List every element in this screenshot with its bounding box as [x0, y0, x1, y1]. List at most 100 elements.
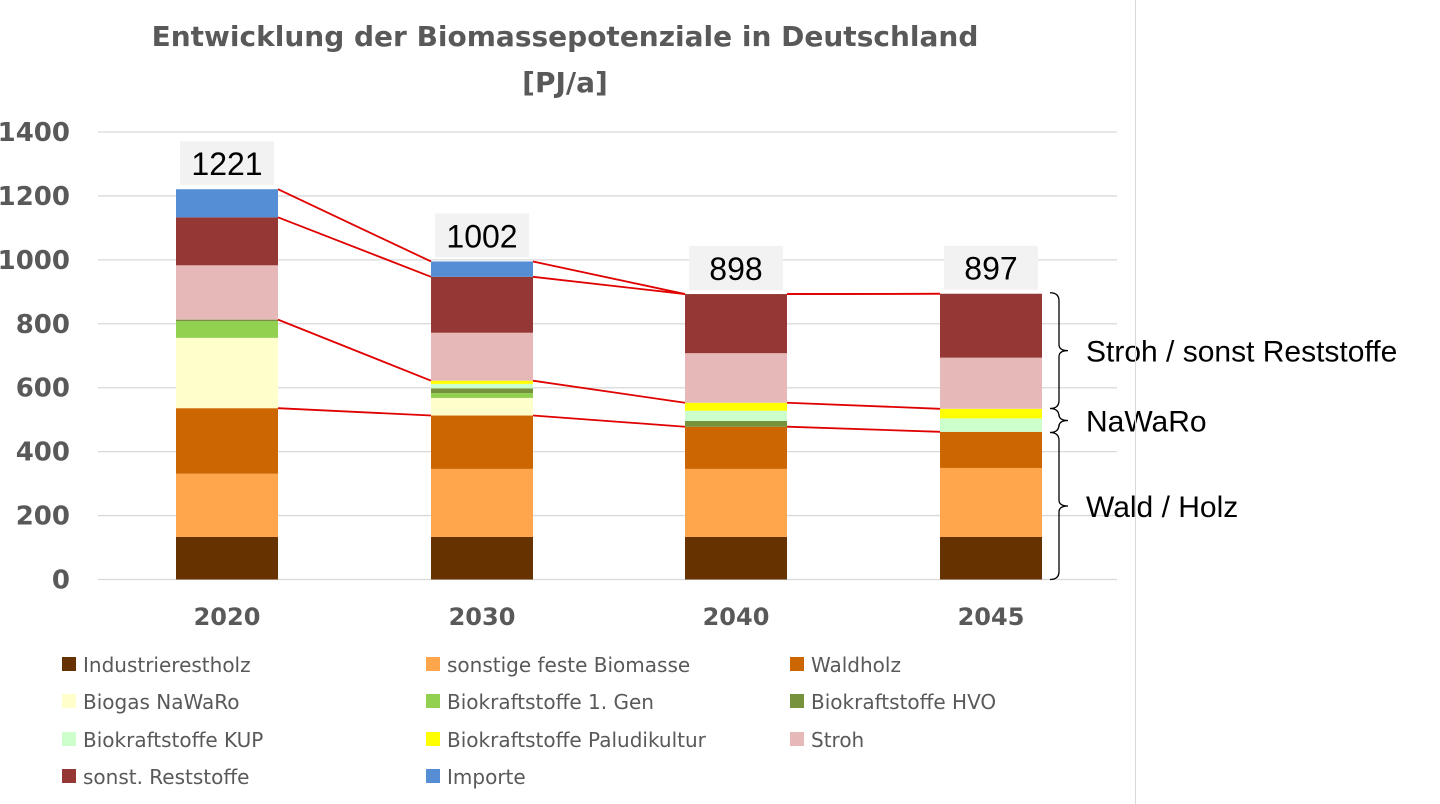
- connector-line: [532, 379, 686, 404]
- bar-segment: [940, 357, 1042, 409]
- bar-segment: [685, 294, 787, 354]
- bar-segment: [431, 332, 533, 381]
- y-axis-tick-labels: 0 200 400 600 800 1000 1200 1400: [0, 118, 70, 596]
- y-tick-label: 800: [16, 310, 70, 340]
- panel-divider: [1135, 0, 1136, 804]
- bar-segment: [431, 388, 533, 394]
- legend-label: Stroh: [811, 728, 864, 752]
- brace-annotations: Stroh / sonst Reststoffe NaWaRo Wald / Hol…: [1049, 292, 1397, 581]
- total-label: 898: [709, 251, 762, 287]
- bar-segment: [431, 261, 533, 277]
- bar-segment: [431, 380, 533, 384]
- bar-segment: [431, 536, 533, 580]
- bar-segment: [431, 468, 533, 537]
- bar-segment: [176, 321, 278, 338]
- connector-line: [277, 318, 432, 382]
- connector-line: [277, 407, 432, 417]
- connector-lines: [277, 188, 941, 433]
- connector-line: [277, 216, 432, 278]
- legend-swatch: [790, 694, 804, 708]
- bar-segment: [940, 536, 1042, 580]
- bar-segment: [940, 431, 1042, 468]
- brace-label: Wald / Holz: [1086, 491, 1238, 524]
- bar-segment: [940, 293, 1042, 358]
- bar-segment: [431, 415, 533, 469]
- y-tick-label: 600: [16, 374, 70, 404]
- brace: [1049, 407, 1069, 434]
- legend-swatch: [790, 657, 804, 671]
- legend-label: Waldholz: [811, 653, 901, 677]
- legend-label: Biogas NaWaRo: [83, 690, 239, 714]
- x-axis-tick-labels: 2020 2030 2040 2045: [194, 603, 1025, 631]
- legend-swatch: [426, 769, 440, 783]
- bar-segment: [176, 217, 278, 266]
- bar-segment: [685, 410, 787, 421]
- legend-label: Biokraftstoffe HVO: [811, 690, 996, 714]
- legend-label: Biokraftstoffe KUP: [83, 728, 263, 752]
- bar-segment: [685, 468, 787, 537]
- bar-segment: [176, 473, 278, 537]
- brace: [1049, 292, 1069, 410]
- legend-label: Industrierestholz: [83, 653, 251, 677]
- connector-line: [786, 425, 941, 433]
- legend-swatch: [62, 769, 76, 783]
- legend-label: Biokraftstoffe Paludikultur: [447, 728, 707, 752]
- legend-swatch: [426, 732, 440, 746]
- legend-label: sonstige feste Biomasse: [447, 653, 690, 677]
- bar-segment: [176, 265, 278, 320]
- bar-segment: [176, 337, 278, 409]
- y-tick-label: 400: [16, 438, 70, 468]
- bar-segment: [431, 383, 533, 389]
- legend: Industrierestholz sonstige feste Biomasse…: [62, 653, 996, 789]
- brace-label: NaWaRo: [1086, 405, 1207, 438]
- total-label-background: [944, 245, 1038, 290]
- bar-segment: [431, 276, 533, 333]
- connector-line: [786, 401, 941, 410]
- bar-segment: [685, 353, 787, 403]
- connector-line: [277, 188, 432, 263]
- bar-segment: [176, 408, 278, 474]
- connector-line: [532, 414, 686, 428]
- y-tick-label: 1200: [0, 182, 70, 212]
- legend-label: Importe: [447, 765, 526, 789]
- bar-segment: [176, 319, 278, 322]
- total-label-background: [180, 141, 274, 186]
- legend-label: sonst. Reststoffe: [83, 765, 249, 789]
- bar-segment: [685, 420, 787, 427]
- y-tick-label: 1400: [0, 118, 70, 148]
- x-tick-label: 2020: [194, 603, 261, 631]
- total-label: 1002: [446, 218, 517, 254]
- bar-segment: [685, 536, 787, 580]
- bar-segment: [176, 536, 278, 580]
- x-tick-label: 2045: [958, 603, 1025, 631]
- legend-swatch: [62, 657, 76, 671]
- chart-title: Entwicklung der Biomassepotenziale in De…: [152, 20, 979, 53]
- connector-line: [532, 260, 686, 295]
- chart-subtitle: [PJ/a]: [522, 66, 608, 99]
- legend-swatch: [426, 694, 440, 708]
- x-tick-label: 2040: [703, 603, 770, 631]
- legend-swatch: [426, 657, 440, 671]
- bar-segment: [940, 418, 1042, 432]
- y-tick-label: 200: [16, 502, 70, 532]
- total-labels: 1221 1002 898 897: [180, 141, 1038, 291]
- bar-segment: [685, 426, 787, 469]
- y-tick-label: 1000: [0, 246, 70, 276]
- legend-swatch: [790, 732, 804, 746]
- brace: [1049, 431, 1069, 581]
- total-label: 1221: [191, 146, 262, 182]
- bar-segment: [431, 397, 533, 416]
- total-label-background: [689, 246, 783, 291]
- bar-segment: [685, 402, 787, 411]
- legend-swatch: [62, 694, 76, 708]
- brace-label: Stroh / sonst Reststoffe: [1086, 336, 1397, 369]
- bar-segment: [940, 408, 1042, 419]
- y-tick-label: 0: [52, 566, 70, 596]
- legend-label: Biokraftstoffe 1. Gen: [447, 690, 654, 714]
- bar-segment: [940, 467, 1042, 537]
- bars: [176, 189, 1042, 580]
- bar-segment: [176, 189, 278, 218]
- bar-segment: [431, 393, 533, 398]
